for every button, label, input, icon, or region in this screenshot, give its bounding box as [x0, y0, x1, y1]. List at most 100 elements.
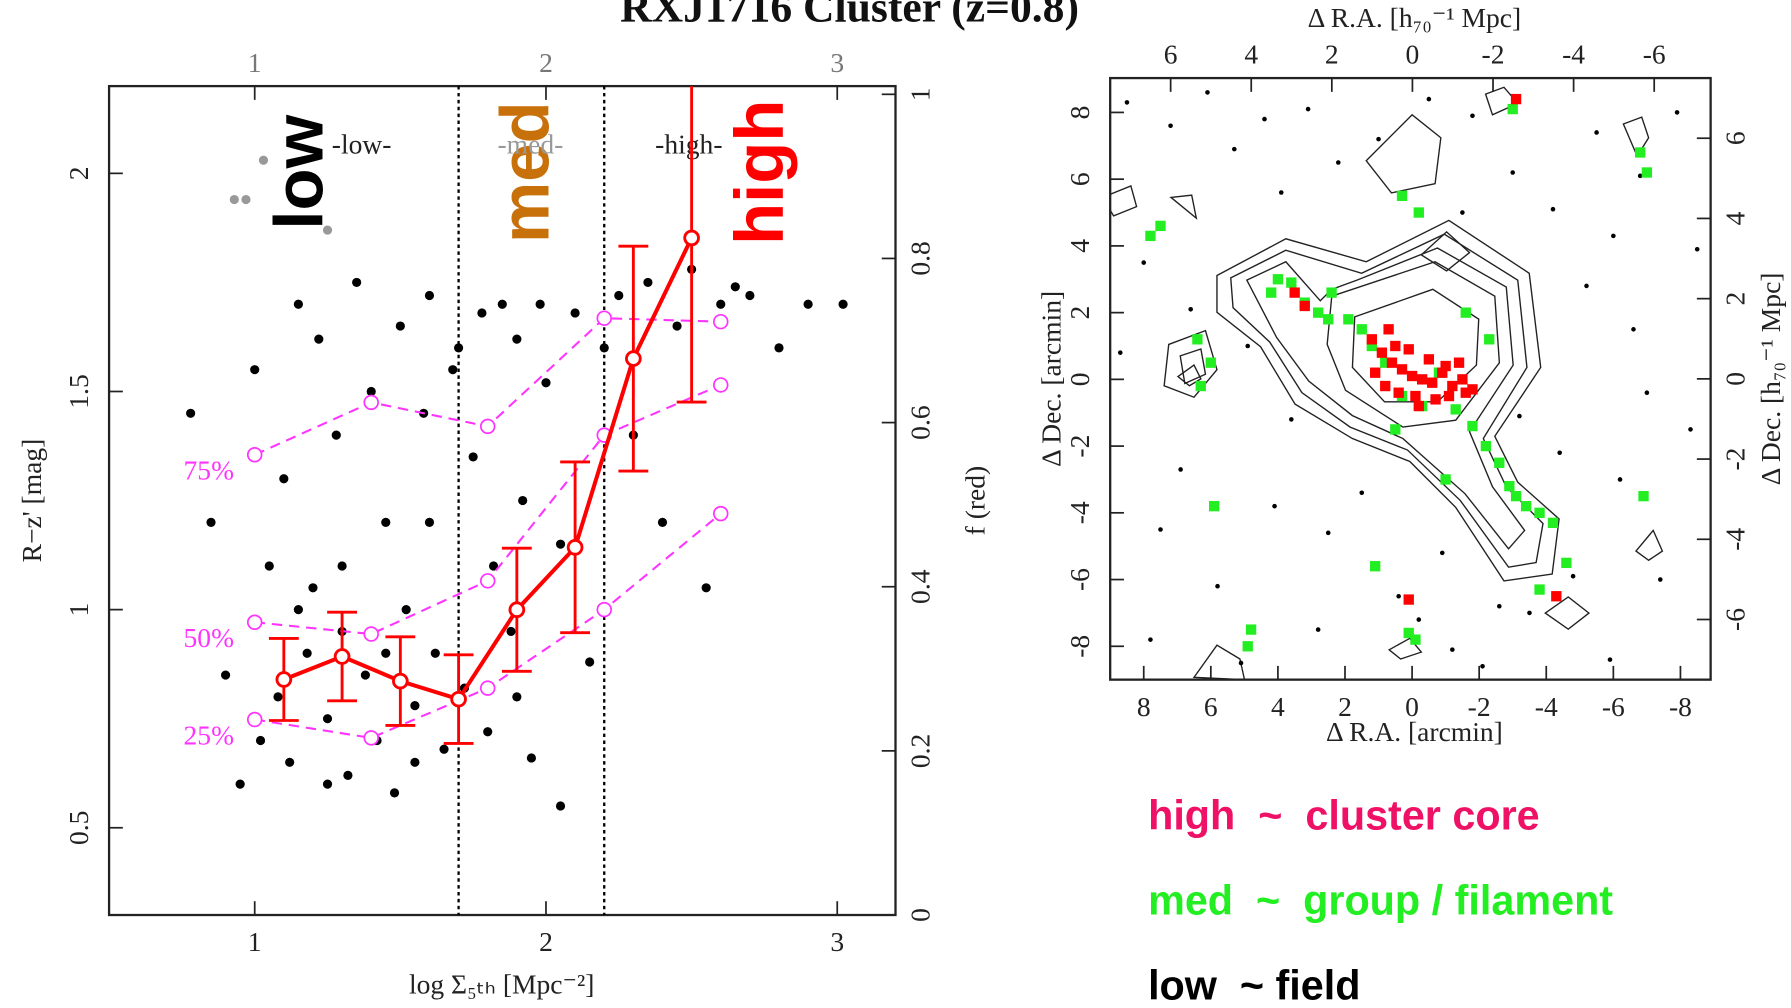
galaxy-marker: [1366, 334, 1377, 345]
galaxy-marker: [1547, 517, 1559, 529]
percentile-point: [596, 310, 612, 326]
galaxy-marker: [1366, 340, 1377, 352]
galaxy-marker: [1370, 561, 1381, 572]
y2-axis-label: f (red): [959, 466, 990, 536]
red-fraction-point: [683, 229, 700, 247]
tick-label: -6: [1602, 691, 1625, 722]
tick-label: 2: [1338, 691, 1352, 722]
galaxy-marker: [1437, 367, 1448, 378]
galaxy-point: [672, 321, 682, 331]
percentile-point: [596, 601, 612, 618]
galaxy-point: [716, 299, 726, 309]
legend-entry: med ~ group / filament: [1148, 877, 1613, 923]
galaxy-point: [570, 308, 580, 318]
galaxy-dot: [1611, 233, 1616, 239]
tick-label: 2: [63, 166, 94, 180]
tick-label: 3: [830, 47, 844, 78]
galaxy-marker: [1403, 627, 1414, 639]
galaxy-marker: [1326, 287, 1337, 298]
galaxy-marker: [1312, 307, 1324, 318]
galaxy-dot: [1584, 283, 1589, 289]
galaxy-point: [395, 321, 405, 331]
tick-label: -2: [1468, 691, 1491, 722]
galaxy-marker: [1376, 347, 1388, 358]
galaxy-dot: [1305, 106, 1311, 112]
galaxy-point: [541, 378, 551, 388]
galaxy-marker: [1245, 624, 1257, 635]
tick-label: 0: [1064, 372, 1095, 386]
galaxy-dot: [1325, 530, 1331, 536]
galaxy-point: [512, 334, 522, 344]
tick-label: -8: [1669, 691, 1692, 722]
galaxy-dot: [1480, 664, 1485, 669]
tick-label: 0: [904, 908, 935, 922]
galaxy-dot: [1594, 130, 1599, 135]
legend-entry: high ~ cluster core: [1148, 792, 1540, 838]
galaxy-dot: [1245, 343, 1251, 349]
galaxy-marker: [1460, 387, 1471, 398]
galaxy-point: [322, 225, 333, 235]
galaxy-marker: [1396, 190, 1408, 202]
tick-label: -4: [1535, 691, 1558, 722]
galaxy-point: [314, 334, 324, 344]
figure-title: RXJ1716 Cluster (z=0.8): [620, 0, 1079, 31]
percentile-point: [363, 394, 379, 411]
galaxy-point: [477, 308, 487, 318]
percentile-label: 25%: [184, 719, 235, 750]
tick-label: 0.2: [904, 734, 935, 768]
galaxy-point: [512, 692, 522, 702]
galaxy-point: [250, 365, 260, 375]
percentile-line: [254, 317, 721, 456]
galaxy-marker: [1242, 641, 1253, 652]
galaxy-dot: [1117, 350, 1123, 355]
y-axis-label: Δ Dec. [arcmin]: [1035, 291, 1066, 467]
galaxy-marker: [1396, 364, 1408, 375]
percentile-point: [712, 377, 729, 393]
galaxy-point: [599, 343, 609, 353]
region-big-label: high: [721, 100, 798, 245]
galaxy-point: [468, 452, 478, 462]
galaxy-point: [322, 714, 333, 724]
galaxy-point: [293, 605, 303, 615]
galaxy-dot: [1674, 110, 1680, 115]
tick-label: -2: [1482, 39, 1505, 70]
galaxy-marker: [1410, 634, 1421, 645]
galaxy-point: [220, 670, 231, 680]
galaxy-point: [585, 657, 595, 667]
galaxy-marker: [1403, 594, 1414, 605]
tick-label: -4: [1720, 528, 1751, 551]
tick-label: 8: [1064, 106, 1095, 120]
map-area: [1117, 90, 1700, 669]
galaxy-marker: [1447, 380, 1458, 392]
tick-label: -4: [1064, 501, 1095, 524]
tick-label: 0: [1406, 39, 1420, 70]
y2-axis-label: Δ Dec. [h₇₀⁻¹ Mpc]: [1755, 273, 1786, 486]
galaxy-dot: [1376, 136, 1381, 142]
galaxy-point: [360, 670, 370, 680]
percentile-line: [254, 512, 722, 739]
galaxy-dot: [1637, 173, 1643, 179]
galaxy-marker: [1299, 300, 1310, 312]
region-big-label: low: [260, 114, 337, 229]
red-fraction-point: [392, 672, 409, 690]
percentile-point: [479, 418, 496, 435]
tick-label: 0.8: [904, 241, 935, 275]
galaxy-marker: [1440, 474, 1451, 485]
tick-label: 3: [830, 926, 844, 957]
percentile-point: [479, 573, 496, 589]
galaxy-dot: [1617, 477, 1623, 482]
galaxy-point: [308, 583, 318, 593]
percentile-point: [363, 626, 379, 642]
galaxy-marker: [1520, 500, 1532, 512]
galaxy-marker: [1510, 93, 1522, 105]
galaxy-marker: [1510, 490, 1522, 502]
galaxy-point: [366, 386, 376, 397]
x-axis-label: log Σ₅ₜₕ [Mpc⁻²]: [409, 969, 595, 1000]
galaxy-point: [535, 299, 545, 309]
galaxy-point: [497, 299, 507, 309]
legend-entry: low ~ field: [1148, 962, 1360, 1008]
galaxy-dot: [1470, 113, 1475, 119]
galaxy-marker: [1507, 103, 1518, 115]
galaxy-marker: [1266, 287, 1277, 298]
percentile-point: [363, 730, 379, 746]
